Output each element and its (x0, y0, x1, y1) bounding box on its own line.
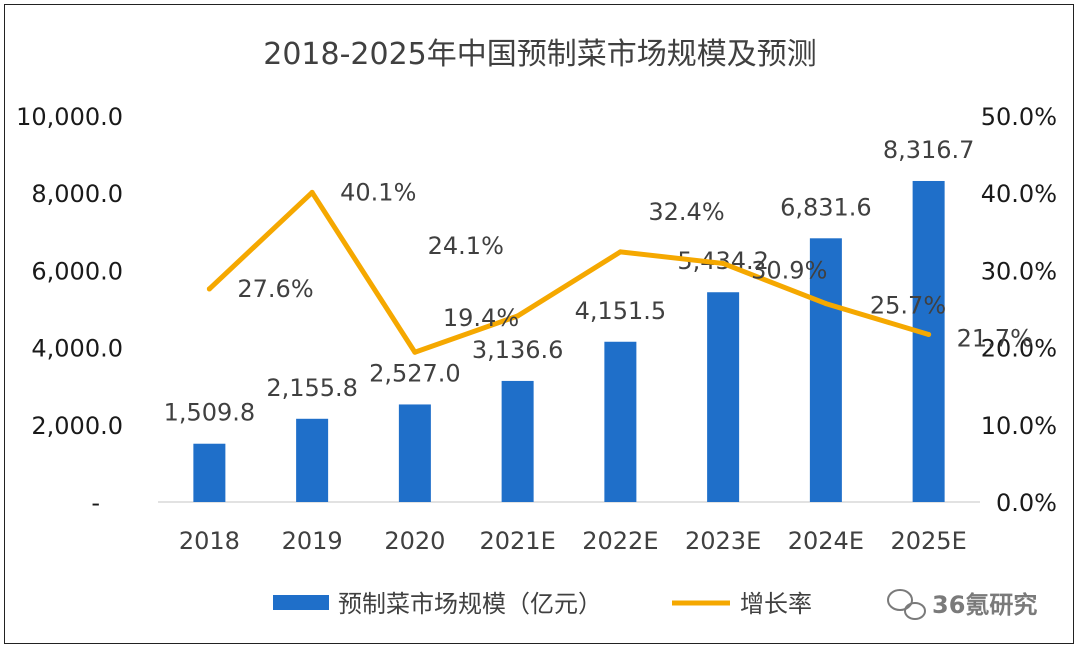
legend-bar-label: 预制菜市场规模（亿元） (338, 590, 602, 618)
left-axis-tick: - (91, 489, 100, 517)
growth-point-2023e (720, 260, 726, 266)
growth-point-2020 (412, 349, 418, 355)
legend-line-label: 增长率 (740, 590, 812, 618)
left-axis: - 2,000.0 4,000.0 6,000.0 8,000.0 10,000.0 (16, 103, 123, 517)
growth-label-2020: 19.4% (443, 304, 519, 332)
growth-label-2021e: 24.1% (428, 232, 504, 260)
growth-point-2018 (206, 286, 212, 292)
growth-label-2022e: 32.4% (648, 198, 724, 226)
left-axis-tick: 10,000.0 (16, 103, 123, 131)
legend-bar-swatch (273, 595, 329, 610)
x-tick-2024e: 2024E (788, 527, 864, 555)
x-tick-2021e: 2021E (480, 527, 556, 555)
growth-label-2024e: 25.7% (870, 292, 946, 320)
bar-2020 (398, 404, 431, 502)
right-axis: 0.0% 10.0% 20.0% 30.0% 40.0% 50.0% (981, 103, 1057, 517)
chart-title: 2018-2025年中国预制菜市场规模及预测 (263, 37, 817, 72)
bar-label-2024e: 6,831.6 (780, 193, 872, 221)
x-tick-2025e: 2025E (891, 527, 967, 555)
growth-label-2018: 27.6% (237, 275, 313, 303)
right-axis-tick: 10.0% (981, 412, 1057, 440)
bar-2022e (604, 341, 637, 502)
bar-label-2019: 2,155.8 (266, 374, 358, 402)
watermark: 36氪研究 (887, 589, 1037, 620)
left-axis-tick: 6,000.0 (31, 257, 123, 285)
x-tick-2023e: 2023E (685, 527, 761, 555)
bar-label-2021e: 3,136.6 (472, 336, 564, 364)
right-axis-tick: 50.0% (981, 103, 1057, 131)
bar-2021e (501, 380, 534, 502)
growth-label-2025e: 21.7% (957, 324, 1033, 352)
growth-point-2025e (926, 331, 932, 337)
line-data-labels: 27.6% 40.1% 19.4% 24.1% 32.4% 30.9% 25.7% 21.7% (237, 178, 1033, 352)
growth-rate-line (206, 189, 932, 355)
growth-point-2019 (309, 189, 315, 195)
growth-point-2021e (515, 313, 521, 319)
bar-2023e (707, 292, 740, 502)
growth-label-2019: 40.1% (340, 178, 416, 206)
growth-label-2023e: 30.9% (751, 256, 827, 284)
x-tick-2019: 2019 (282, 527, 343, 555)
bar-2018 (193, 443, 226, 502)
x-axis-ticks: 2018 2019 2020 2021E 2022E 2023E 2024E 2025E (179, 527, 967, 555)
bar-label-2020: 2,527.0 (369, 359, 461, 387)
growth-point-2022e (617, 249, 623, 255)
growth-point-2024e (823, 301, 829, 307)
bar-data-labels: 1,509.82,155.82,527.03,136.64,151.55,434… (164, 136, 975, 427)
left-axis-tick: 8,000.0 (31, 180, 123, 208)
right-axis-tick: 0.0% (996, 489, 1057, 517)
x-tick-2022e: 2022E (582, 527, 658, 555)
bar-2019 (296, 418, 329, 502)
watermark-text: 36氪研究 (932, 591, 1037, 619)
x-tick-2018: 2018 (179, 527, 240, 555)
left-axis-tick: 4,000.0 (31, 335, 123, 363)
bar-2024e (809, 238, 842, 503)
x-tick-2020: 2020 (384, 527, 445, 555)
legend: 预制菜市场规模（亿元） 增长率 (273, 590, 812, 618)
left-axis-tick: 2,000.0 (31, 412, 123, 440)
right-axis-tick: 20.0% (981, 335, 1057, 363)
bar-label-2025e: 8,316.7 (883, 136, 975, 164)
right-axis-tick: 30.0% (981, 257, 1057, 285)
bar-2025e (912, 180, 945, 502)
right-axis-tick: 40.0% (981, 180, 1057, 208)
line-series (206, 189, 932, 355)
wechat-icon (887, 589, 926, 620)
bar-label-2018: 1,509.8 (164, 399, 256, 427)
bar-series (193, 180, 945, 503)
bar-label-2022e: 4,151.5 (575, 297, 667, 325)
